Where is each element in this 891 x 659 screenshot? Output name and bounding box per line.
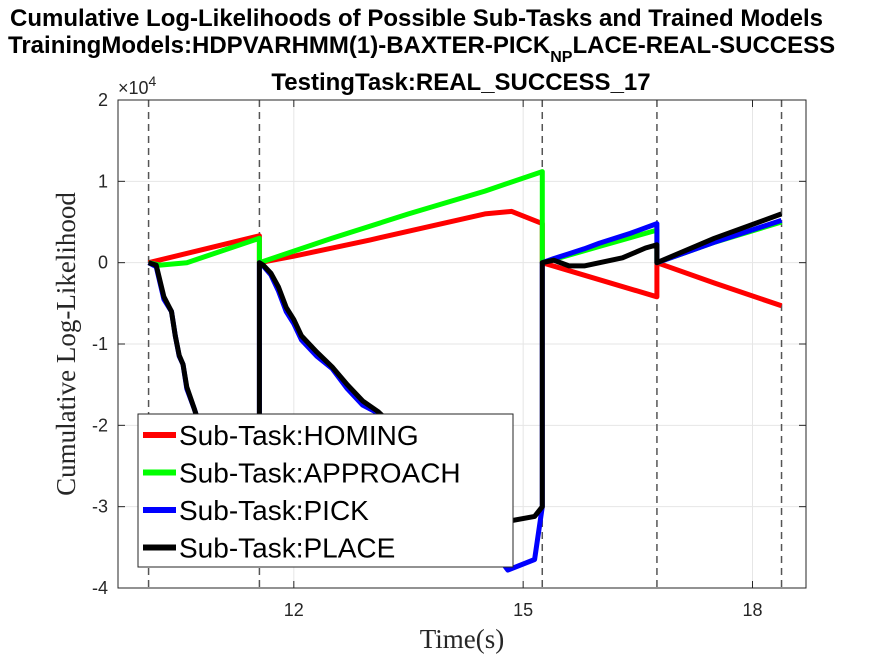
title-line-2-rest: LACE-REAL-SUCCESS bbox=[572, 32, 835, 59]
legend: Sub-Task:HOMING Sub-Task:APPROACH Sub-Task… bbox=[137, 413, 514, 568]
legend-label-0: Sub-Task:HOMING bbox=[179, 420, 419, 451]
y-tick-label-1: -3 bbox=[92, 497, 108, 517]
legend-box bbox=[137, 413, 514, 568]
series-lines bbox=[147, 169, 783, 573]
legend-label-2: Sub-Task:PICK bbox=[179, 495, 369, 526]
y-tick-label-6: 2 bbox=[98, 90, 108, 110]
chart-title-line-3: TestingTask:REAL_SUCCESS_17 bbox=[271, 69, 650, 96]
title-line-2-subscript: NP bbox=[550, 49, 573, 66]
chart-title-line-1: Cumulative Log-Likelihoods of Possible S… bbox=[10, 5, 823, 32]
y-tick-label-2: -2 bbox=[92, 415, 108, 435]
chart-title-line-2: TrainingModels:HDPVARHMM(1)-BAXTER-PICKN… bbox=[8, 32, 835, 66]
y-exponent-base: ×10 bbox=[118, 78, 149, 98]
y-tick-label-0: -4 bbox=[92, 578, 108, 598]
legend-label-3: Sub-Task:PLACE bbox=[179, 533, 395, 564]
y-axis-label: Cumulative Log-Likelihood bbox=[51, 192, 81, 496]
y-tick-label-5: 1 bbox=[98, 171, 108, 191]
title-line-2-main: TrainingModels:HDPVARHMM(1)-BAXTER-PICK bbox=[8, 32, 551, 59]
legend-label-1: Sub-Task:APPROACH bbox=[179, 458, 461, 489]
series-line-sub-task-place bbox=[147, 211, 783, 524]
x-tick-label-1: 15 bbox=[513, 600, 533, 620]
x-tick-label-0: 12 bbox=[284, 600, 304, 620]
y-exponent-label: ×104 bbox=[118, 73, 157, 98]
y-exponent-power: 4 bbox=[149, 73, 157, 89]
y-tick-label-3: -1 bbox=[92, 334, 108, 354]
y-tick-label-4: 0 bbox=[98, 253, 108, 273]
x-tick-label-2: 18 bbox=[742, 600, 762, 620]
x-axis-label: Time(s) bbox=[420, 624, 505, 654]
